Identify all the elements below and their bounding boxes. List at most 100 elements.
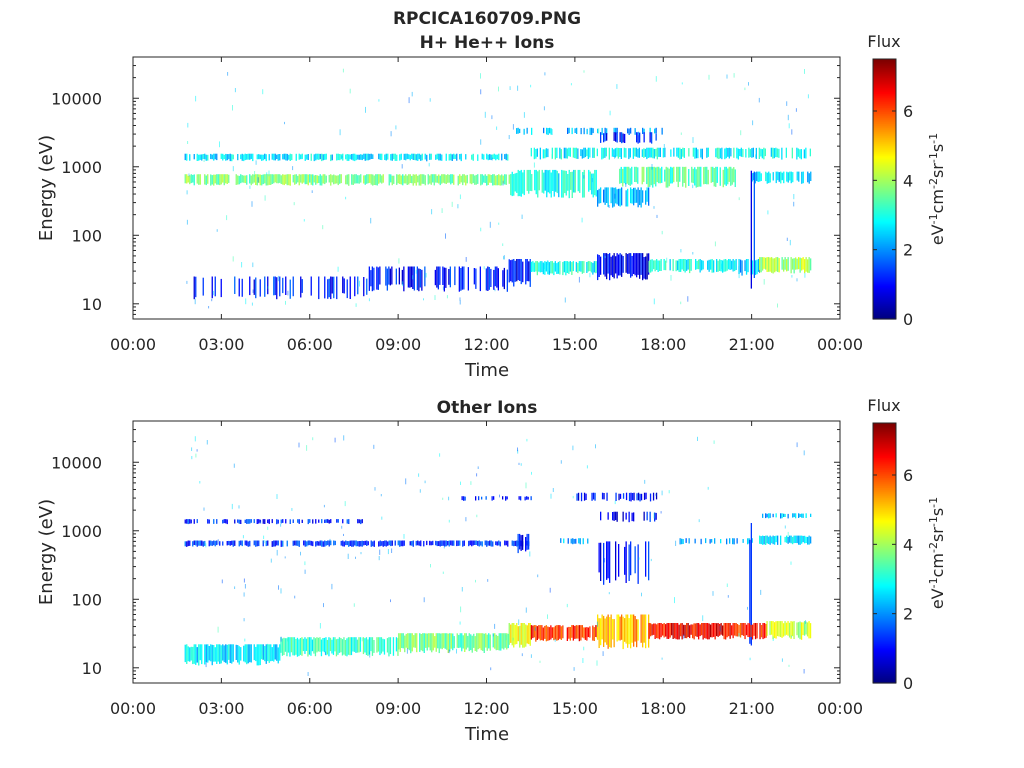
speckle-mark xyxy=(268,170,270,177)
flux-strip xyxy=(213,174,215,186)
flux-speckle xyxy=(186,68,809,309)
flux-strip xyxy=(698,623,700,640)
flux-strip xyxy=(376,637,378,653)
flux-strip xyxy=(606,128,608,135)
flux-strip xyxy=(357,276,359,295)
flux-strip xyxy=(273,174,275,184)
colorbar-step xyxy=(873,177,896,180)
colorbar-step xyxy=(873,475,896,478)
flux-band xyxy=(648,623,737,640)
flux-strip xyxy=(563,147,565,159)
flux-strip xyxy=(298,639,300,657)
speckle-mark xyxy=(726,74,728,79)
flux-strip xyxy=(444,633,446,649)
flux-strip xyxy=(286,540,288,547)
speckle-mark xyxy=(329,538,331,542)
flux-strip xyxy=(472,540,474,546)
flux-strip xyxy=(210,644,212,662)
flux-strip xyxy=(810,171,812,181)
flux-strip xyxy=(475,496,477,501)
flux-strip xyxy=(729,538,731,544)
flux-strip xyxy=(232,644,234,662)
flux-strip xyxy=(679,166,681,182)
colorbar-step xyxy=(873,567,896,570)
speckle-mark xyxy=(708,74,710,80)
flux-strip xyxy=(528,533,530,550)
flux-strip xyxy=(739,149,741,157)
speckle-mark xyxy=(784,525,786,529)
speckle-mark xyxy=(572,495,574,499)
flux-strip xyxy=(801,258,803,271)
flux-strip xyxy=(615,127,617,135)
flux-strip xyxy=(499,541,501,547)
flux-strip xyxy=(250,153,252,159)
colorbar-step xyxy=(873,111,896,114)
flux-strip xyxy=(329,637,332,652)
flux-strip xyxy=(570,538,572,544)
colorbar-step xyxy=(873,137,896,140)
colorbar-step xyxy=(873,279,896,282)
flux-strip xyxy=(558,173,560,198)
flux-strip xyxy=(595,169,597,197)
flux-strip xyxy=(370,637,372,652)
x-tick-label: 09:00 xyxy=(375,335,421,354)
speckle-mark xyxy=(608,592,610,595)
flux-strip xyxy=(573,169,575,193)
colorbar-step xyxy=(873,679,896,682)
y-tick-label: 10000 xyxy=(51,89,102,108)
flux-strip xyxy=(243,175,245,183)
flux-strip xyxy=(507,540,509,547)
flux-strip xyxy=(429,633,431,651)
flux-strip xyxy=(378,541,380,547)
speckle-mark xyxy=(456,648,457,654)
flux-strip xyxy=(539,147,541,160)
speckle-mark xyxy=(644,479,646,484)
speckle-mark xyxy=(790,561,792,565)
flux-strip xyxy=(195,276,197,298)
flux-strip xyxy=(516,128,518,134)
flux-strip xyxy=(441,633,443,650)
flux-strip xyxy=(627,254,629,274)
flux-band xyxy=(736,623,767,640)
colorbar-step xyxy=(873,213,896,216)
flux-strip xyxy=(240,519,242,524)
flux-strip xyxy=(487,541,489,546)
speckle-mark xyxy=(231,503,233,510)
speckle-mark xyxy=(748,82,749,86)
flux-strip xyxy=(439,153,441,161)
flux-strip xyxy=(633,512,635,522)
flux-strip xyxy=(357,541,359,547)
flux-strip xyxy=(288,154,290,160)
flux-strip xyxy=(447,174,449,183)
flux-strip xyxy=(717,260,719,272)
flux-band xyxy=(530,261,598,276)
flux-strip xyxy=(679,538,681,545)
speckle-mark xyxy=(381,516,383,520)
flux-strip xyxy=(688,148,690,157)
colorbar-step xyxy=(873,673,896,676)
flux-strip xyxy=(256,644,258,666)
flux-strip xyxy=(760,536,762,545)
flux-strip xyxy=(471,635,473,653)
colorbar-step xyxy=(873,471,896,474)
flux-strip xyxy=(373,540,375,547)
colorbar-step xyxy=(873,173,896,176)
flux-strip xyxy=(520,623,522,645)
flux-strip xyxy=(372,154,374,159)
flux-strip xyxy=(526,625,528,644)
flux-strip xyxy=(618,614,620,641)
flux-strip xyxy=(277,647,279,664)
flux-strip xyxy=(267,174,269,186)
flux-band xyxy=(679,538,753,545)
flux-strip xyxy=(288,174,290,186)
flux-band xyxy=(597,614,650,650)
colorbar-step xyxy=(873,455,896,458)
speckle-mark xyxy=(211,298,213,302)
flux-strip xyxy=(443,267,445,292)
flux-strip xyxy=(659,623,661,640)
flux-strip xyxy=(324,276,326,299)
flux-strip xyxy=(391,175,393,186)
colorbar-tick-label: 4 xyxy=(903,535,913,554)
speckle-mark xyxy=(226,215,228,221)
flux-strip xyxy=(411,153,413,159)
